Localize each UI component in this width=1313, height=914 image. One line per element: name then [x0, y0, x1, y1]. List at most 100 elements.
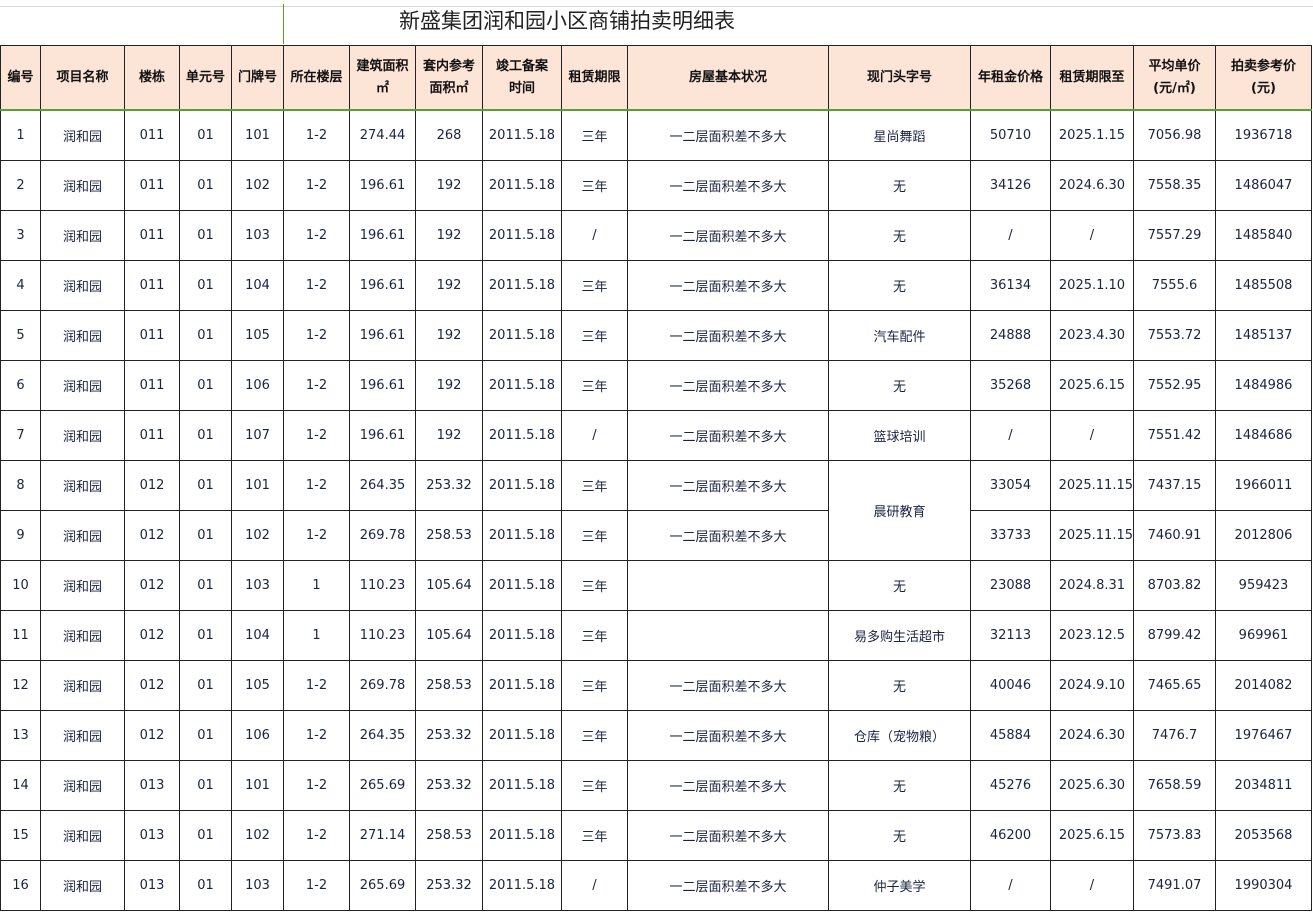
cell-annual-rent[interactable]: 23088	[970, 560, 1051, 611]
cell-building[interactable]: 012	[124, 510, 180, 561]
cell-shop-sign[interactable]: 汽车配件	[828, 310, 971, 361]
cell-annual-rent[interactable]: /	[970, 210, 1051, 261]
cell-floor[interactable]: 1-2	[283, 860, 350, 911]
header-lease-term[interactable]: 租赁期限	[561, 45, 628, 111]
cell-inner-area[interactable]: 192	[415, 360, 483, 411]
cell-gross-area[interactable]: 110.23	[349, 560, 416, 611]
cell-unit-price[interactable]: 7551.42	[1133, 410, 1216, 461]
cell-annual-rent[interactable]: 32113	[970, 610, 1051, 661]
cell-shop-sign[interactable]: 无	[828, 210, 971, 261]
cell-floor[interactable]: 1-2	[283, 660, 350, 711]
cell-unit[interactable]: 01	[179, 560, 232, 611]
cell-project[interactable]: 润和园	[40, 109, 125, 161]
cell-inner-area[interactable]: 268	[415, 109, 483, 161]
cell-lease-term[interactable]: /	[561, 210, 628, 261]
cell-id[interactable]: 2	[0, 160, 41, 211]
cell-building[interactable]: 011	[124, 310, 180, 361]
cell-building[interactable]: 011	[124, 360, 180, 411]
cell-project[interactable]: 润和园	[40, 710, 125, 761]
header-id[interactable]: 编号	[0, 45, 41, 111]
cell-inner-area[interactable]: 192	[415, 260, 483, 311]
cell-door[interactable]: 102	[231, 510, 284, 561]
cell-gross-area[interactable]: 265.69	[349, 860, 416, 911]
cell-unit[interactable]: 01	[179, 410, 232, 461]
cell-condition[interactable]: 一二层面积差不多大	[627, 760, 829, 811]
cell-gross-area[interactable]: 265.69	[349, 760, 416, 811]
cell-condition[interactable]	[627, 560, 829, 611]
cell-gross-area[interactable]: 269.78	[349, 660, 416, 711]
cell-id[interactable]: 5	[0, 310, 41, 361]
header-shop-sign[interactable]: 现门头字号	[828, 45, 971, 111]
cell-door[interactable]: 105	[231, 310, 284, 361]
cell-unit-price[interactable]: 7658.59	[1133, 760, 1216, 811]
cell-annual-rent[interactable]: 34126	[970, 160, 1051, 211]
cell-inner-area[interactable]: 192	[415, 410, 483, 461]
cell-id[interactable]: 7	[0, 410, 41, 461]
cell-completion-date[interactable]: 2011.5.18	[482, 360, 562, 411]
cell-floor[interactable]: 1-2	[283, 410, 350, 461]
cell-id[interactable]: 15	[0, 810, 41, 861]
header-unit-price[interactable]: 平均单价 (元/㎡)	[1133, 45, 1216, 111]
cell-lease-end[interactable]: 2023.4.30	[1050, 310, 1134, 361]
cell-auction-price[interactable]: 1486047	[1215, 160, 1312, 211]
cell-shop-sign[interactable]: 无	[828, 660, 971, 711]
cell-lease-term[interactable]: 三年	[561, 710, 628, 761]
header-project[interactable]: 项目名称	[40, 45, 125, 111]
cell-auction-price[interactable]: 1485137	[1215, 310, 1312, 361]
cell-unit[interactable]: 01	[179, 610, 232, 661]
cell-auction-price[interactable]: 959423	[1215, 560, 1312, 611]
cell-condition[interactable]: 一二层面积差不多大	[627, 860, 829, 911]
cell-id[interactable]: 14	[0, 760, 41, 811]
cell-gross-area[interactable]: 196.61	[349, 410, 416, 461]
cell-shop-sign[interactable]: 无	[828, 560, 971, 611]
cell-lease-end[interactable]: 2023.12.5	[1050, 610, 1134, 661]
header-lease-end[interactable]: 租赁期限至	[1050, 45, 1134, 111]
cell-auction-price[interactable]: 1485840	[1215, 210, 1312, 261]
cell-building[interactable]: 012	[124, 610, 180, 661]
cell-completion-date[interactable]: 2011.5.18	[482, 260, 562, 311]
cell-gross-area[interactable]: 196.61	[349, 310, 416, 361]
cell-floor[interactable]: 1	[283, 610, 350, 661]
cell-annual-rent[interactable]: 40046	[970, 660, 1051, 711]
cell-annual-rent[interactable]: 36134	[970, 260, 1051, 311]
cell-condition[interactable]: 一二层面积差不多大	[627, 710, 829, 761]
cell-floor[interactable]: 1-2	[283, 360, 350, 411]
cell-lease-term[interactable]: 三年	[561, 360, 628, 411]
cell-project[interactable]: 润和园	[40, 860, 125, 911]
cell-unit[interactable]: 01	[179, 460, 232, 511]
cell-annual-rent[interactable]: 35268	[970, 360, 1051, 411]
cell-condition[interactable]: 一二层面积差不多大	[627, 210, 829, 261]
header-completion-date[interactable]: 竣工备案 时间	[482, 45, 562, 111]
cell-door[interactable]: 105	[231, 660, 284, 711]
cell-floor[interactable]: 1	[283, 560, 350, 611]
cell-condition[interactable]: 一二层面积差不多大	[627, 510, 829, 561]
cell-condition[interactable]: 一二层面积差不多大	[627, 410, 829, 461]
cell-floor[interactable]: 1-2	[283, 160, 350, 211]
cell-building[interactable]: 012	[124, 460, 180, 511]
cell-lease-end[interactable]: 2025.1.10	[1050, 260, 1134, 311]
cell-annual-rent[interactable]: 24888	[970, 310, 1051, 361]
cell-project[interactable]: 润和园	[40, 460, 125, 511]
cell-completion-date[interactable]: 2011.5.18	[482, 460, 562, 511]
cell-building[interactable]: 013	[124, 860, 180, 911]
cell-building[interactable]: 011	[124, 160, 180, 211]
cell-gross-area[interactable]: 271.14	[349, 810, 416, 861]
cell-project[interactable]: 润和园	[40, 660, 125, 711]
cell-auction-price[interactable]: 2012806	[1215, 510, 1312, 561]
cell-lease-end[interactable]: 2024.9.10	[1050, 660, 1134, 711]
cell-unit[interactable]: 01	[179, 360, 232, 411]
cell-lease-term[interactable]: 三年	[561, 610, 628, 661]
cell-inner-area[interactable]: 192	[415, 310, 483, 361]
cell-unit-price[interactable]: 7552.95	[1133, 360, 1216, 411]
cell-floor[interactable]: 1-2	[283, 460, 350, 511]
cell-condition[interactable]: 一二层面积差不多大	[627, 810, 829, 861]
cell-door[interactable]: 101	[231, 109, 284, 161]
cell-building[interactable]: 012	[124, 710, 180, 761]
cell-completion-date[interactable]: 2011.5.18	[482, 660, 562, 711]
cell-inner-area[interactable]: 258.53	[415, 510, 483, 561]
cell-shop-sign[interactable]: 仓库（宠物粮）	[828, 710, 971, 761]
cell-inner-area[interactable]: 105.64	[415, 610, 483, 661]
cell-id[interactable]: 13	[0, 710, 41, 761]
cell-door[interactable]: 101	[231, 460, 284, 511]
cell-project[interactable]: 润和园	[40, 310, 125, 361]
